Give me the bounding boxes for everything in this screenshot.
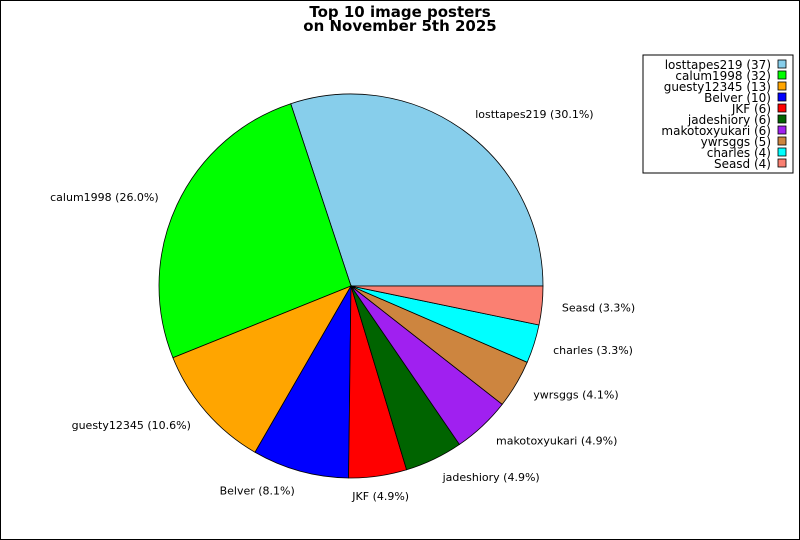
slice-label-makotoxyukari: makotoxyukari (4.9%) xyxy=(496,435,617,448)
slice-label-charles: charles (3.3%) xyxy=(553,344,633,357)
slice-label-guesty12345: guesty12345 (10.6%) xyxy=(72,419,191,432)
legend-label-calum1998: calum1998 (32) xyxy=(675,69,771,83)
chart-title-line-1: Top 10 image posters xyxy=(309,3,490,21)
legend-swatch-jkf xyxy=(777,103,787,113)
slice-label-jkf: JKF (4.9%) xyxy=(351,490,409,503)
legend-box xyxy=(642,54,794,174)
chart-title-line-2: on November 5th 2025 xyxy=(303,17,496,35)
pie-slice-losttapes219 xyxy=(290,93,544,287)
legend-items: losttapes219 (37)calum1998 (32)guesty123… xyxy=(661,58,787,171)
legend-label-belver: Belver (10) xyxy=(704,91,771,105)
slice-label-calum1998: calum1998 (26.0%) xyxy=(50,191,159,204)
legend: losttapes219 (37)calum1998 (32)guesty123… xyxy=(642,54,794,174)
pie-slice-belver xyxy=(254,284,352,479)
legend-label-jkf: JKF (6) xyxy=(731,102,771,116)
legend-swatch-makotoxyukari xyxy=(777,125,787,135)
legend-label-losttapes219: losttapes219 (37) xyxy=(665,58,771,72)
slice-labels: losttapes219 (30.1%) calum1998 (26.0%) gue… xyxy=(50,108,635,503)
slice-label-seasd: Seasd (3.3%) xyxy=(562,302,635,315)
legend-label-guesty12345: guesty12345 (13) xyxy=(664,80,771,94)
slice-label-jadeshiory: jadeshiory (4.9%) xyxy=(442,471,540,484)
legend-swatch-charles xyxy=(777,147,787,157)
legend-label-jadeshiory: jadeshiory (6) xyxy=(687,113,771,127)
legend-swatch-jadeshiory xyxy=(777,114,787,124)
legend-label-makotoxyukari: makotoxyukari (6) xyxy=(661,124,771,138)
legend-label-seasd: Seasd (4) xyxy=(714,157,771,171)
pie-slice-seasd xyxy=(350,285,544,326)
legend-label-charles: charles (4) xyxy=(707,146,771,160)
slice-label-belver: Belver (8.1%) xyxy=(220,484,295,497)
legend-swatch-ywrsggs xyxy=(777,136,787,146)
pie-slice-calum1998 xyxy=(158,103,352,359)
legend-swatch-calum1998 xyxy=(777,70,787,80)
slice-label-losttapes219: losttapes219 (30.1%) xyxy=(475,108,593,121)
legend-label-ywrsggs: ywrsggs (5) xyxy=(701,135,771,149)
legend-swatch-seasd xyxy=(777,158,787,168)
pie-slice-guesty12345 xyxy=(172,285,352,453)
slice-label-ywrsggs: ywrsggs (4.1%) xyxy=(533,388,618,401)
pie-slices xyxy=(158,93,544,479)
legend-swatch-losttapes219 xyxy=(777,59,787,69)
legend-swatch-belver xyxy=(777,92,787,102)
legend-swatch-guesty12345 xyxy=(777,81,787,91)
